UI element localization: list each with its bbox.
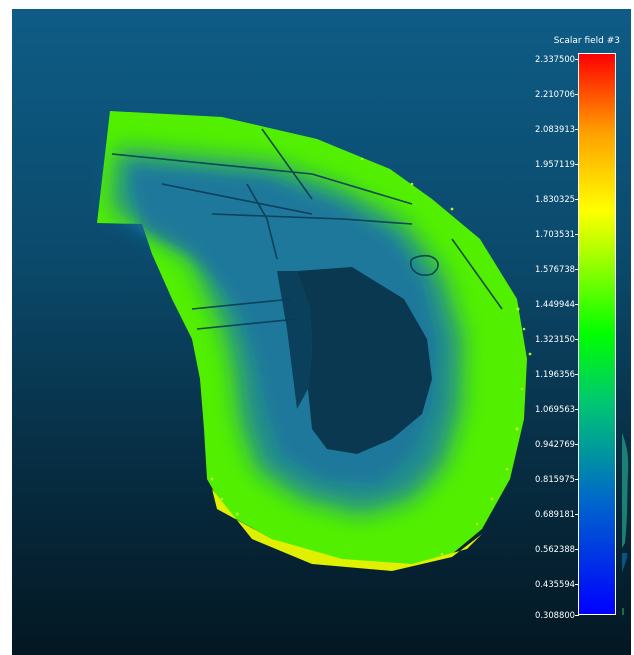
tick-label: 1.323150 bbox=[535, 334, 575, 344]
tick-label: 0.435594 bbox=[535, 579, 575, 589]
tick-label: 1.576738 bbox=[535, 264, 575, 274]
tick-label: 0.308800 bbox=[535, 610, 575, 620]
tick-mark bbox=[575, 479, 579, 480]
tick-mark bbox=[575, 129, 579, 130]
tick-mark bbox=[575, 615, 579, 616]
tick-label: 0.562388 bbox=[535, 544, 575, 554]
tick-mark bbox=[575, 374, 579, 375]
scalar-field-colorbar bbox=[578, 53, 616, 615]
tick-mark bbox=[575, 584, 579, 585]
tick-mark bbox=[575, 514, 579, 515]
3d-viewport[interactable]: Scalar field #3 2.337500 2.210706 2.0839… bbox=[12, 9, 631, 655]
tick-mark bbox=[575, 94, 579, 95]
tick-mark bbox=[575, 339, 579, 340]
tick-mark bbox=[575, 164, 579, 165]
tick-label: 1.069563 bbox=[535, 404, 575, 414]
tick-mark bbox=[575, 549, 579, 550]
point-cloud bbox=[97, 111, 532, 571]
tick-label: 0.942769 bbox=[535, 439, 575, 449]
tick-label: 1.957119 bbox=[535, 159, 575, 169]
tick-label: 2.083913 bbox=[535, 124, 575, 134]
histogram-strip bbox=[622, 433, 629, 615]
tick-mark bbox=[575, 304, 579, 305]
tick-mark bbox=[575, 269, 579, 270]
tick-label: 1.830325 bbox=[535, 194, 575, 204]
tick-label: 0.689181 bbox=[535, 509, 575, 519]
tick-label: 2.337500 bbox=[535, 54, 575, 64]
tick-label: 0.815975 bbox=[535, 474, 575, 484]
loop-interior bbox=[297, 267, 432, 454]
tick-label: 1.449944 bbox=[535, 299, 575, 309]
tick-label: 2.210706 bbox=[535, 89, 575, 99]
scalar-field-title: Scalar field #3 bbox=[553, 36, 620, 46]
edge-speckle bbox=[210, 157, 532, 556]
tick-mark bbox=[575, 234, 579, 235]
tick-label: 1.703531 bbox=[535, 229, 575, 239]
road-markings bbox=[111, 128, 503, 330]
tick-mark bbox=[575, 59, 579, 60]
tick-mark bbox=[575, 444, 579, 445]
tick-mark bbox=[575, 409, 579, 410]
tick-label: 1.196356 bbox=[535, 369, 575, 379]
tick-mark bbox=[575, 199, 579, 200]
